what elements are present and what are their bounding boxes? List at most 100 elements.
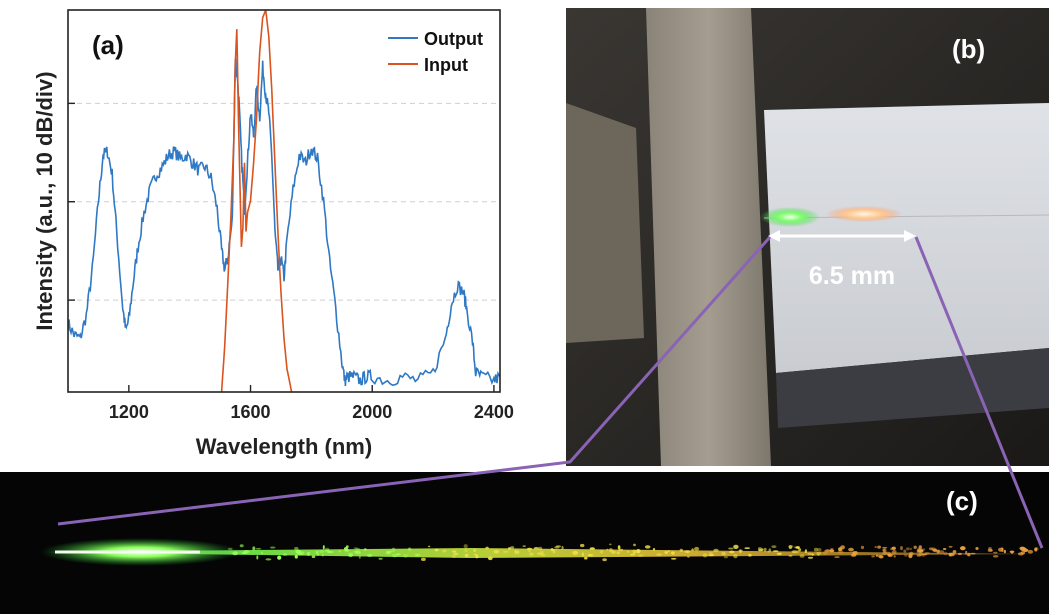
speckle <box>485 547 488 550</box>
speckle <box>606 549 608 551</box>
speckle <box>721 552 726 555</box>
x-axis-label: Wavelength (nm) <box>196 434 372 459</box>
left-block <box>566 103 644 343</box>
speckle <box>800 555 805 558</box>
speckle <box>834 556 839 558</box>
speckle <box>295 555 298 559</box>
speckle <box>914 546 917 549</box>
x-tick-label: 2400 <box>474 402 514 422</box>
speckle <box>838 547 842 551</box>
speckle <box>529 553 534 556</box>
emission-streak: (c) <box>0 472 1049 614</box>
speckle <box>307 552 310 556</box>
speckle <box>344 547 348 551</box>
speckle <box>900 546 903 550</box>
speckle <box>656 553 662 556</box>
supercontinuum-emission <box>826 206 902 222</box>
speckle <box>556 545 562 547</box>
mount-post <box>646 8 771 466</box>
speckle <box>1028 550 1033 554</box>
speckle <box>240 544 244 547</box>
speckle <box>685 550 691 553</box>
speckle <box>296 550 302 554</box>
speckle <box>728 548 734 550</box>
speckle <box>553 549 556 553</box>
speckle <box>739 549 743 552</box>
speckle <box>618 549 623 551</box>
speckle <box>733 554 737 558</box>
green-emission <box>760 207 820 227</box>
speckle <box>633 544 636 547</box>
speckle <box>687 556 690 558</box>
speckle <box>516 551 519 554</box>
speckle <box>924 552 930 554</box>
speckle <box>988 547 992 550</box>
speckle <box>379 558 383 560</box>
speckle <box>830 548 833 550</box>
speckle <box>580 544 584 547</box>
speckle <box>572 551 578 555</box>
speckle <box>958 553 962 555</box>
speckle <box>421 558 426 561</box>
speckle <box>733 545 738 549</box>
speckle <box>758 548 761 550</box>
speckle <box>680 549 683 552</box>
speckle <box>949 546 953 548</box>
speckle <box>773 550 778 552</box>
panel-label-c: (c) <box>946 486 978 516</box>
speckle <box>355 551 361 555</box>
speckle <box>582 552 584 556</box>
speckle <box>609 544 612 546</box>
speckle <box>970 553 975 555</box>
speckle <box>428 546 430 548</box>
speckle <box>875 546 877 548</box>
x-tick-label: 2000 <box>352 402 392 422</box>
speckle <box>515 550 517 554</box>
speckle <box>771 545 776 548</box>
speckle <box>777 553 782 555</box>
speckle <box>1001 547 1004 549</box>
speckle <box>851 555 856 557</box>
speckle <box>510 546 514 549</box>
speckle <box>294 547 298 550</box>
speckle <box>537 552 543 555</box>
speckle <box>724 556 728 558</box>
speckle <box>392 548 396 552</box>
speckle <box>630 554 635 556</box>
speckle <box>475 554 477 557</box>
speckle <box>713 549 718 552</box>
speckle <box>932 549 937 552</box>
speckle <box>917 554 922 556</box>
speckle <box>788 545 793 548</box>
speckle <box>764 548 767 552</box>
speckle <box>903 550 906 553</box>
speckle <box>312 555 316 558</box>
speckle <box>627 551 630 553</box>
speckle <box>1035 547 1039 550</box>
scale-annotation: 6.5 mm <box>809 262 895 290</box>
speckle <box>882 549 885 551</box>
speckle <box>1011 551 1013 554</box>
speckle <box>943 552 948 556</box>
speckle <box>729 551 734 554</box>
speckle <box>242 552 247 554</box>
speckle <box>356 548 360 551</box>
speckle <box>789 555 793 557</box>
speckle <box>600 550 603 554</box>
speckle <box>876 555 879 557</box>
speckle <box>854 551 858 555</box>
speckle <box>805 549 807 553</box>
speckle <box>1021 551 1025 554</box>
speckle <box>904 554 907 557</box>
speckle <box>861 546 864 549</box>
x-tick-label: 1600 <box>231 402 271 422</box>
speckle <box>948 554 953 557</box>
speckle <box>694 547 699 551</box>
speckle <box>508 547 511 549</box>
speckle <box>1004 550 1006 553</box>
speckle <box>256 555 258 559</box>
speckle <box>794 546 799 548</box>
waveguide-photo: 6.5 mm (b) <box>566 8 1049 466</box>
speckle <box>364 548 367 551</box>
speckle <box>435 549 439 552</box>
